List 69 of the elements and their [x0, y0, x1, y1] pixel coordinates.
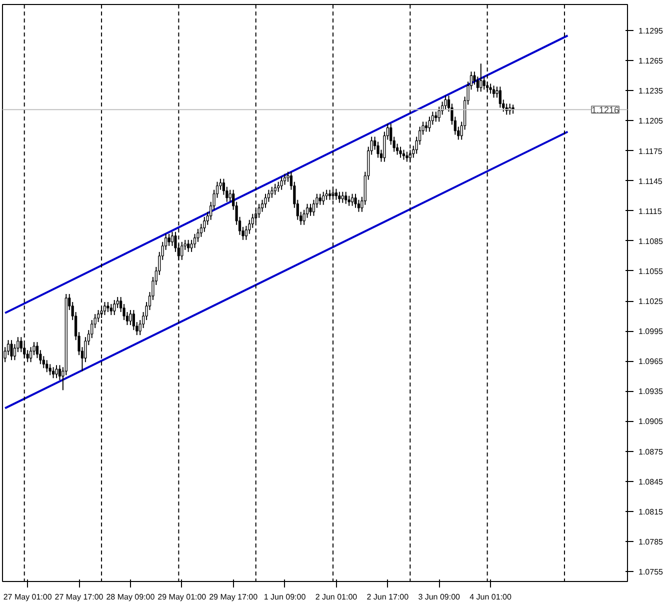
candlestick — [187, 239, 190, 252]
candlestick — [309, 203, 312, 216]
y-tick-label: 1.0995 — [638, 327, 664, 336]
candlestick — [46, 360, 48, 373]
y-tick-label: 1.1265 — [638, 56, 664, 66]
candlestick — [277, 181, 280, 192]
candlestick — [354, 193, 357, 208]
x-tick-label: 27 May 17:00 — [54, 592, 104, 602]
candlestick — [264, 193, 267, 208]
candlestick — [52, 366, 55, 379]
y-tick-label: 1.1235 — [638, 86, 664, 96]
candlestick — [341, 191, 344, 204]
x-tick-label: 29 May 01:00 — [158, 592, 207, 602]
candlestick — [348, 195, 350, 206]
x-tick-label: 1 Jun 09:00 — [264, 592, 306, 602]
candlestick — [110, 304, 112, 316]
candlestick — [402, 149, 406, 160]
y-tick-label: 1.0875 — [638, 447, 664, 456]
candlestick — [129, 310, 132, 326]
x-tick-label: 2 Jun 17:00 — [366, 592, 410, 602]
y-tick-label: 1.0815 — [638, 507, 664, 516]
y-tick-label: 1.0845 — [638, 477, 664, 486]
candlestick — [132, 310, 135, 331]
y-tick-label: 1.1145 — [638, 176, 663, 186]
candlestick — [424, 121, 428, 132]
x-tick-label: 27 May 01:00 — [3, 592, 52, 602]
y-tick-label: 1.1085 — [638, 236, 664, 246]
y-tick-label: 1.0905 — [638, 417, 664, 426]
candlestick — [280, 176, 283, 190]
candlestick — [55, 364, 58, 379]
candlestick — [48, 364, 52, 376]
x-tick-label: 28 May 09:00 — [106, 592, 156, 602]
candlestick — [106, 302, 110, 313]
x-tick-label: 3 Jun 09:00 — [418, 592, 461, 602]
candlestick — [480, 63, 482, 92]
candlestick — [228, 189, 232, 202]
y-tick-label: 1.1025 — [638, 297, 664, 306]
x-tick-label: 2 Jun 01:00 — [315, 592, 358, 602]
candlestick — [274, 183, 276, 196]
candlestick — [434, 111, 438, 122]
y-tick-label: 1.1115 — [638, 206, 662, 216]
candlestick — [344, 191, 348, 204]
candlestick — [350, 193, 354, 206]
y-tick-label: 1.0785 — [638, 537, 664, 546]
y-tick-label: 1.1295 — [638, 26, 664, 36]
candlestick — [338, 191, 341, 204]
candlestick — [318, 193, 322, 206]
ref-line-label: 1.1216 — [592, 105, 620, 116]
y-tick-label: 1.1205 — [638, 116, 664, 126]
candlestick — [492, 85, 496, 98]
y-tick-label: 1.1055 — [638, 266, 664, 276]
candlestick — [498, 86, 502, 108]
x-tick-label: 4 Jun 01:00 — [470, 592, 512, 602]
candlestick — [10, 340, 13, 361]
candlestick — [170, 231, 174, 246]
candlestick — [399, 146, 402, 158]
candlestick — [444, 95, 447, 110]
y-tick-label: 1.1175 — [638, 146, 663, 156]
candlestick — [406, 151, 408, 162]
candlestick — [113, 300, 116, 316]
candlestick — [270, 186, 274, 198]
y-tick-label: 1.0935 — [638, 387, 664, 396]
x-tick-label: 29 May 17:00 — [209, 592, 258, 602]
candlestick — [322, 191, 325, 206]
candlestick — [193, 233, 196, 248]
candlestick — [286, 171, 290, 182]
candlestick — [168, 233, 170, 246]
y-tick-label: 1.0755 — [638, 567, 664, 576]
y-tick-label: 1.0965 — [638, 357, 664, 366]
